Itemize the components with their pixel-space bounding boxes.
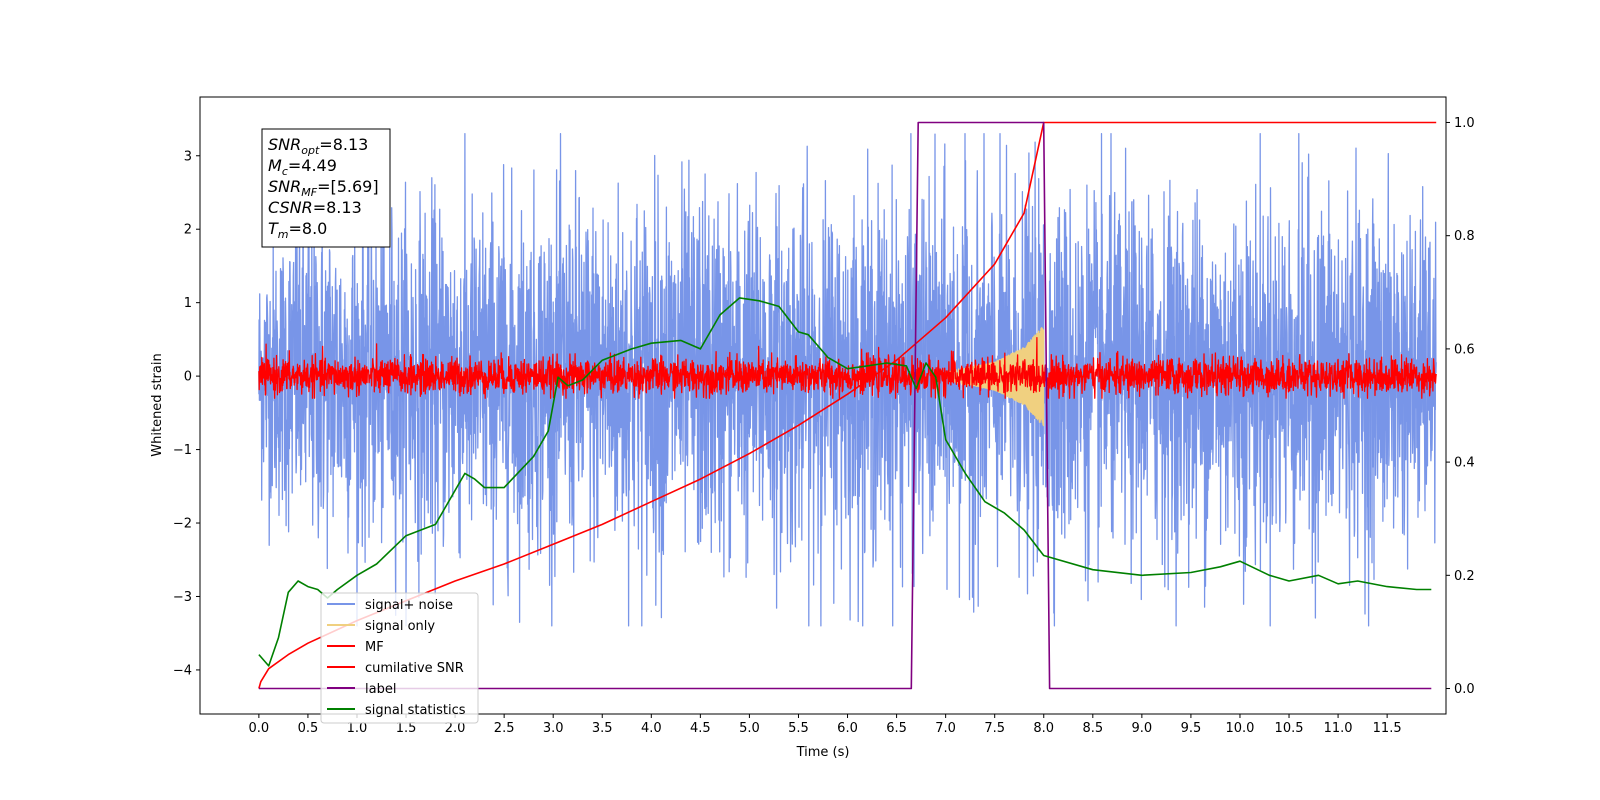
legend-label-label: label xyxy=(365,682,396,697)
x-tick-label: 10.5 xyxy=(1275,721,1304,736)
info-csnr: CSNR=8.13 xyxy=(268,198,362,217)
y2-tick-label: 0.4 xyxy=(1454,456,1475,471)
series-cumilative-snr-line xyxy=(258,121,1437,689)
x-tick-label: 4.5 xyxy=(690,721,711,736)
x-tick-label: 11.0 xyxy=(1324,721,1353,736)
x-tick-label: 9.0 xyxy=(1132,721,1153,736)
x-axis-label: Time (s) xyxy=(796,745,850,760)
y-tick-label: 0 xyxy=(184,370,192,385)
y2-tick-label: 0.6 xyxy=(1454,342,1475,357)
info-box-frame xyxy=(261,128,391,248)
x-tick-label: 10.0 xyxy=(1225,721,1254,736)
y-tick-label: 2 xyxy=(184,223,192,238)
x-tick-label: 1.0 xyxy=(347,721,368,736)
x-tick-label: 6.5 xyxy=(886,721,907,736)
x-tick-label: 1.5 xyxy=(396,721,417,736)
y-axis-right: 0.0 0.2 0.4 0.6 0.8 1.0 xyxy=(1446,116,1475,697)
x-tick-label: 9.5 xyxy=(1181,721,1202,736)
x-tick-label: 0.5 xyxy=(298,721,319,736)
series-signal-statistics-line xyxy=(258,297,1432,667)
x-tick-label: 3.5 xyxy=(592,721,613,736)
x-axis: 0.0 0.5 1.0 1.5 2.0 2.5 3.0 3.5 4.0 4.5 5.0 5.5 6.0 6… xyxy=(249,714,1402,736)
x-tick-label: 5.5 xyxy=(788,721,809,736)
y-tick-label: 1 xyxy=(184,296,192,311)
axes-frame xyxy=(199,96,1447,715)
x-tick-label: 8.5 xyxy=(1082,721,1103,736)
y-tick-label: 3 xyxy=(184,149,192,164)
x-tick-label: 7.5 xyxy=(984,721,1005,736)
x-tick-label: 4.0 xyxy=(641,721,662,736)
info-snr-opt: SNRopt=8.13 xyxy=(268,135,368,157)
y2-tick-label: 0.2 xyxy=(1454,569,1475,584)
series-mf-line xyxy=(258,336,1437,399)
legend: signal+ noise signal only MF cumilative … xyxy=(320,592,479,724)
legend-label-signal-only: signal only xyxy=(365,619,435,634)
y-tick-label: −1 xyxy=(173,443,192,458)
y-tick-label: −4 xyxy=(173,663,192,678)
x-tick-label: 0.0 xyxy=(249,721,270,736)
y-axis-left: −4 −3 −2 −1 0 1 2 3 xyxy=(173,149,200,678)
info-box: SNRopt=8.13 Mc=4.49 SNRMF=[5.69] CSNR=8.… xyxy=(261,128,391,248)
y2-tick-label: 0.8 xyxy=(1454,229,1475,244)
x-tick-label: 7.0 xyxy=(935,721,956,736)
y-tick-label: −3 xyxy=(173,590,192,605)
x-tick-label: 3.0 xyxy=(543,721,564,736)
info-snr-mf: SNRMF=[5.69] xyxy=(268,177,379,199)
y2-tick-label: 1.0 xyxy=(1454,116,1475,131)
plot-area xyxy=(258,121,1437,690)
legend-label-signal-noise: signal+ noise xyxy=(365,598,453,613)
x-tick-label: 6.0 xyxy=(837,721,858,736)
y-axis-label: Whitened strain xyxy=(150,353,165,456)
y-tick-label: −2 xyxy=(173,517,192,532)
x-tick-label: 5.0 xyxy=(739,721,760,736)
info-tm: Tm=8.0 xyxy=(268,219,327,241)
legend-label-mf: MF xyxy=(365,640,384,655)
series-label-line xyxy=(258,121,1432,690)
x-tick-label: 2.5 xyxy=(494,721,515,736)
x-tick-label: 8.0 xyxy=(1033,721,1054,736)
legend-label-cumulative-snr: cumilative SNR xyxy=(365,661,464,676)
info-mc: Mc=4.49 xyxy=(268,156,337,178)
legend-label-signal-statistics: signal statistics xyxy=(365,703,466,718)
legend-frame xyxy=(320,592,479,724)
y2-tick-label: 0.0 xyxy=(1454,682,1475,697)
x-tick-label: 2.0 xyxy=(445,721,466,736)
x-tick-label: 11.5 xyxy=(1373,721,1402,736)
